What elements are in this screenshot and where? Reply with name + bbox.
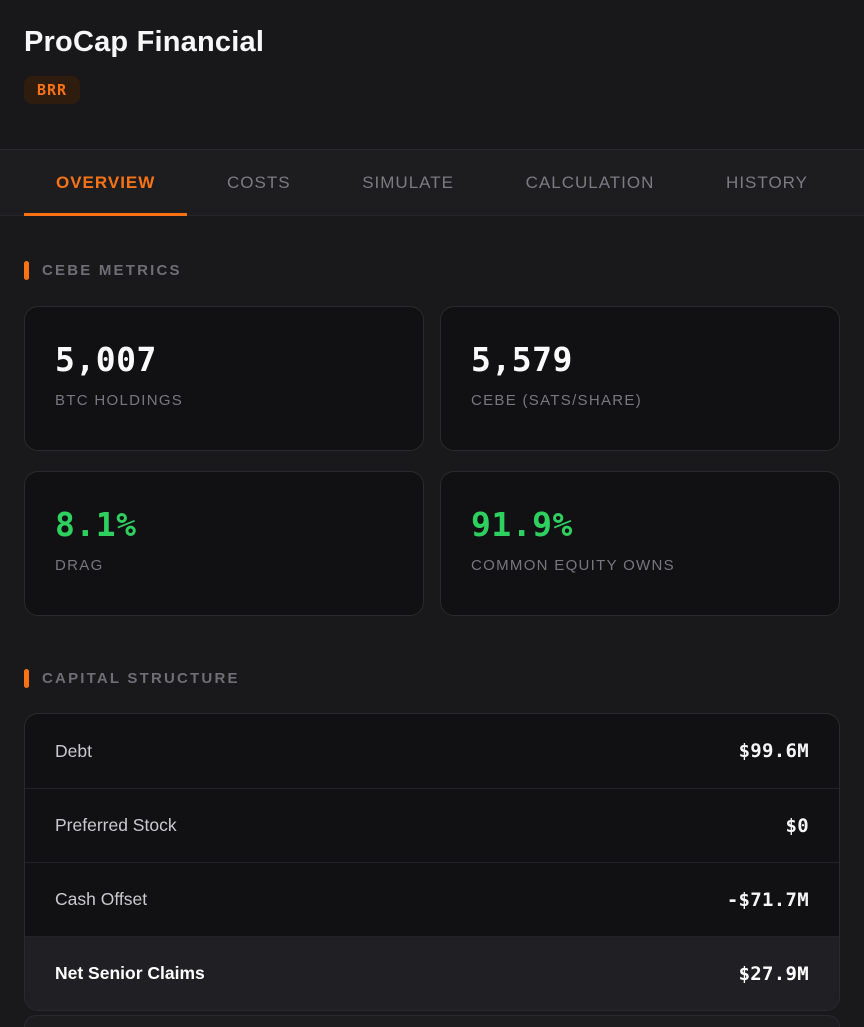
tab-overview[interactable]: OVERVIEW — [24, 150, 188, 216]
accent-bar-icon — [24, 261, 29, 280]
row-value: $99.6M — [738, 740, 809, 762]
table-row-cash-offset: Cash Offset -$71.7M — [25, 862, 839, 936]
capital-structure-section: CAPITAL STRUCTURE Debt $99.6M Preferred … — [24, 669, 840, 1027]
capital-structure-table: Debt $99.6M Preferred Stock $0 Cash Offs… — [24, 713, 840, 1011]
tab-costs[interactable]: COSTS — [226, 172, 291, 192]
metric-card-btc-holdings: 5,007 BTC HOLDINGS — [24, 306, 424, 451]
metric-label: DRAG — [55, 557, 104, 574]
metric-value: 8.1% — [55, 505, 137, 544]
page-title: ProCap Financial — [24, 26, 265, 58]
metric-card-drag: 8.1% DRAG — [24, 471, 424, 616]
metric-label: BTC HOLDINGS — [55, 392, 184, 409]
metric-card-cebe-sats-share: 5,579 CEBE (SATS/SHARE) — [440, 306, 840, 451]
table-row-net-senior-claims: Net Senior Claims $27.9M — [25, 936, 839, 1010]
metric-label: CEBE (SATS/SHARE) — [471, 392, 643, 409]
section-header-capital-structure: CAPITAL STRUCTURE — [24, 669, 840, 688]
section-header-metrics: CEBE METRICS — [24, 261, 840, 280]
ticker-badge: BRR — [24, 76, 81, 104]
metrics-section: CEBE METRICS 5,007 BTC HOLDINGS 5,579 CE… — [24, 261, 840, 616]
metric-label: COMMON EQUITY OWNS — [471, 557, 675, 574]
row-value: $0 — [785, 814, 809, 837]
row-value: $27.9M — [738, 962, 809, 985]
metric-card-common-equity-owns: 91.9% COMMON EQUITY OWNS — [440, 471, 840, 616]
header: ProCap Financial BRR — [0, 0, 864, 149]
tab-calculation[interactable]: CALCULATION — [525, 172, 655, 192]
metric-value: 5,007 — [55, 340, 157, 379]
next-card-partial — [24, 1015, 840, 1027]
tab-history[interactable]: HISTORY — [726, 172, 808, 192]
row-label: Cash Offset — [55, 889, 148, 909]
tab-simulate[interactable]: SIMULATE — [362, 172, 454, 192]
metric-value: 91.9% — [471, 505, 573, 544]
table-row-preferred-stock: Preferred Stock $0 — [25, 788, 839, 862]
row-label: Net Senior Claims — [55, 963, 205, 983]
metric-value: 5,579 — [471, 340, 573, 379]
table-row-debt: Debt $99.6M — [25, 714, 839, 788]
row-value: -$71.7M — [726, 888, 809, 911]
metrics-grid: 5,007 BTC HOLDINGS 5,579 CEBE (SATS/SHAR… — [24, 306, 840, 616]
tab-bar: OVERVIEW COSTS SIMULATE CALCULATION HIST… — [0, 149, 864, 216]
accent-bar-icon — [24, 669, 29, 688]
section-title: CEBE METRICS — [42, 262, 182, 279]
row-label: Debt — [55, 740, 92, 761]
section-title: CAPITAL STRUCTURE — [42, 670, 240, 687]
main-content: CEBE METRICS 5,007 BTC HOLDINGS 5,579 CE… — [0, 261, 864, 1027]
row-label: Preferred Stock — [55, 815, 177, 835]
